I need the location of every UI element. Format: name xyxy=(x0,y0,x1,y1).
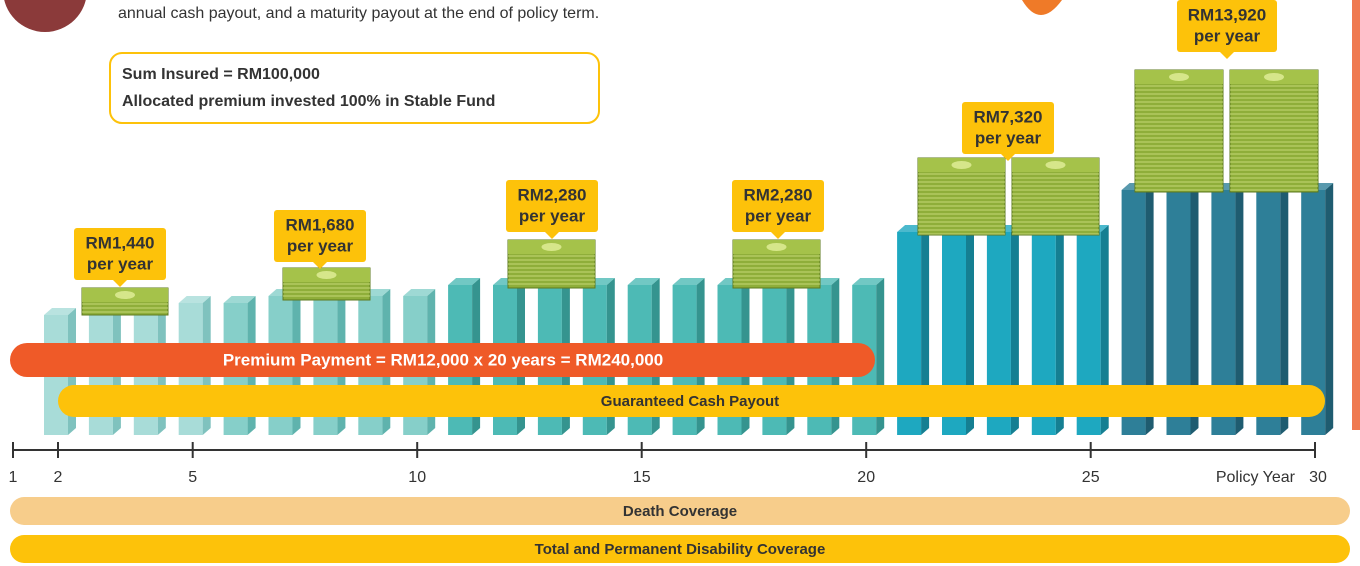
payout-amount: RM7,320 xyxy=(974,107,1043,126)
info-line: Sum Insured = RM100,000 xyxy=(122,66,320,83)
axis-label: Policy Year xyxy=(1216,469,1296,486)
money-seal xyxy=(767,243,787,251)
premium-text: Premium Payment = RM12,000 x 20 years = … xyxy=(223,350,663,369)
payout-period: per year xyxy=(975,128,1042,147)
money-seal xyxy=(1169,73,1189,81)
payout-amount: RM2,280 xyxy=(744,185,813,204)
axis-tick-label: 1 xyxy=(9,469,18,486)
infographic: annual cash payout, and a maturity payou… xyxy=(0,0,1360,566)
decoration xyxy=(1022,0,1062,15)
payout-amount: RM2,280 xyxy=(518,185,587,204)
axis-tick-label: 20 xyxy=(857,469,875,486)
callout-pointer xyxy=(1220,52,1234,59)
payout-amount: RM1,680 xyxy=(286,215,355,234)
money-seal xyxy=(542,243,562,251)
money-seal xyxy=(1046,161,1066,169)
money-seal xyxy=(1264,73,1284,81)
avatar xyxy=(3,0,87,32)
payout-period: per year xyxy=(745,206,812,225)
side-stripe xyxy=(1352,0,1360,430)
axis-tick-label: 10 xyxy=(408,469,426,486)
payout-period: per year xyxy=(1194,26,1261,45)
column-side xyxy=(1325,183,1333,435)
axis-tick-label: 25 xyxy=(1082,469,1100,486)
intro-text: annual cash payout, and a maturity payou… xyxy=(118,5,599,22)
payout-amount: RM13,920 xyxy=(1188,5,1266,24)
callout-pointer xyxy=(545,232,559,239)
axis-tick-label: 15 xyxy=(633,469,651,486)
money-seal xyxy=(317,271,337,279)
cash-payout-text: Guaranteed Cash Payout xyxy=(601,393,779,410)
info-line: Allocated premium invested 100% in Stabl… xyxy=(122,93,495,110)
tpd-coverage-text: Total and Permanent Disability Coverage xyxy=(535,541,826,558)
money-seal xyxy=(115,291,135,299)
axis-tick-label: 2 xyxy=(54,469,63,486)
payout-period: per year xyxy=(87,254,154,273)
death-coverage-text: Death Coverage xyxy=(623,503,737,520)
callout-pointer xyxy=(771,232,785,239)
info-box xyxy=(110,53,599,123)
payout-period: per year xyxy=(287,236,354,255)
axis-end-tick-label: 30 xyxy=(1309,469,1327,486)
callout-pointer xyxy=(113,280,127,287)
payout-amount: RM1,440 xyxy=(86,233,155,252)
money-seal xyxy=(952,161,972,169)
payout-period: per year xyxy=(519,206,586,225)
axis-tick-label: 5 xyxy=(188,469,197,486)
